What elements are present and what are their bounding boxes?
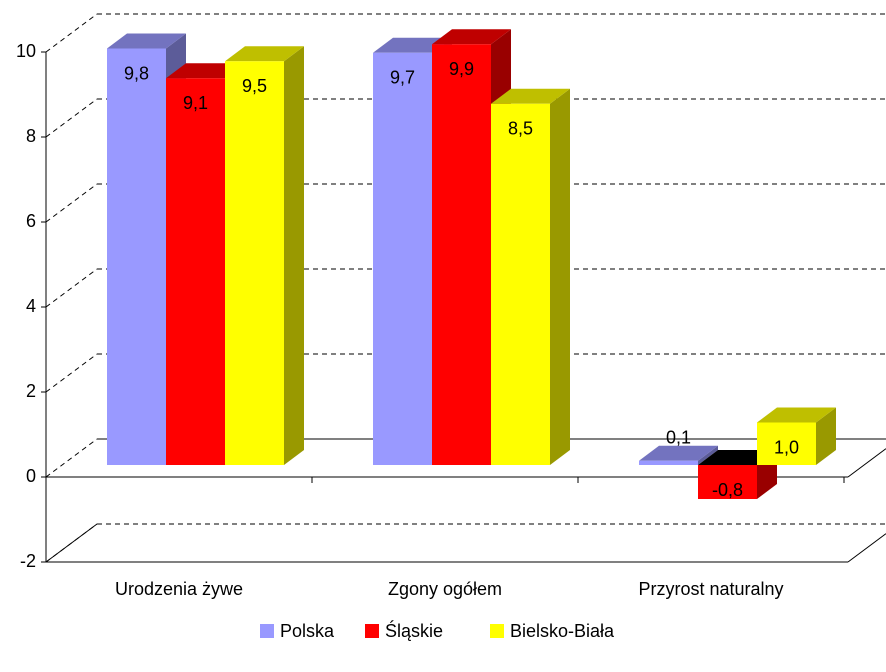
bar-side (698, 445, 718, 465)
bar (757, 422, 816, 465)
floor-edge (45, 523, 98, 563)
y-tick-label: 8 (26, 126, 36, 146)
data-label: -0,8 (712, 480, 743, 500)
bar-top (225, 46, 304, 62)
data-label: 9,5 (242, 76, 267, 96)
floor-edge (847, 448, 886, 478)
data-label: 0,1 (666, 428, 691, 448)
bar (166, 78, 225, 465)
x-tick-label: Urodzenia żywe (115, 579, 243, 599)
y-tick-label: 2 (26, 381, 36, 401)
y-tick-label: 0 (26, 466, 36, 486)
bar-side (284, 46, 304, 465)
grid-line (45, 268, 98, 308)
grid-line (45, 98, 98, 138)
y-tick-label: -2 (20, 551, 36, 571)
y-tick-label: 4 (26, 296, 36, 316)
bar (698, 465, 757, 499)
bar-top (432, 29, 511, 45)
data-label: 8,5 (508, 119, 533, 139)
bar-top (491, 88, 570, 104)
bar (491, 103, 550, 465)
x-tick-label: Zgony ogółem (388, 579, 502, 599)
data-label: 9,8 (124, 63, 149, 83)
y-tick-label: 10 (16, 41, 36, 61)
legend-label: Śląskie (385, 620, 443, 641)
grid-line (45, 353, 98, 393)
legend-swatch (365, 624, 379, 638)
bar-side (550, 88, 570, 465)
legend-label: Bielsko-Biała (510, 621, 615, 641)
legend-swatch (260, 624, 274, 638)
data-label: 9,9 (449, 59, 474, 79)
legend-label: Polska (280, 621, 335, 641)
x-tick-label: Przyrost naturalny (638, 579, 783, 599)
bar (432, 44, 491, 465)
grid-line (45, 13, 98, 53)
bar-side (816, 407, 836, 465)
grid-line (45, 438, 98, 478)
data-label: 1,0 (774, 437, 799, 457)
grid-line (45, 183, 98, 223)
bar (373, 52, 432, 465)
data-label: 9,1 (183, 93, 208, 113)
bar (225, 61, 284, 465)
bar (639, 460, 698, 465)
floor-edge (847, 533, 886, 563)
legend-swatch (490, 624, 504, 638)
bar-top (639, 445, 718, 461)
bar-top (757, 407, 836, 423)
bar-top (107, 33, 186, 49)
bar (107, 48, 166, 465)
y-tick-label: 6 (26, 211, 36, 231)
data-label: 9,7 (390, 68, 415, 88)
